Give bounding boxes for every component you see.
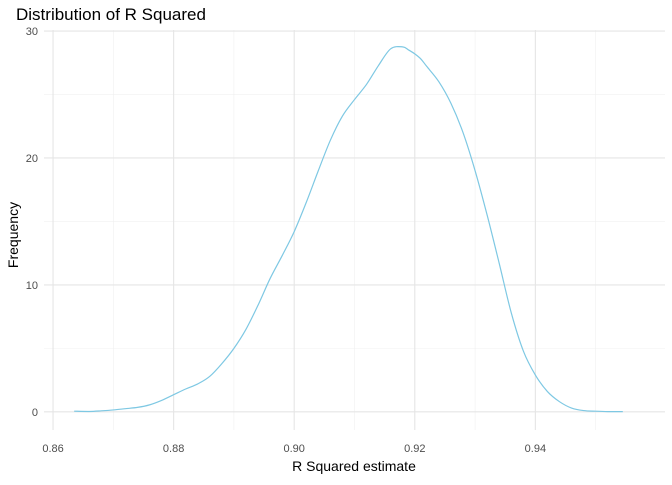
x-tick-label: 0.86 [42,443,63,455]
y-tick-label: 20 [26,153,38,165]
major-gridlines [44,30,665,430]
x-tick-label: 0.88 [163,443,184,455]
y-axis-label: Frequency [5,202,21,268]
density-curve [74,45,623,413]
chart-title: Distribution of R Squared [16,5,206,24]
y-axis-ticks: 0 10 20 30 [26,26,38,419]
y-tick-label: 30 [26,26,38,38]
x-axis-label: R Squared estimate [292,458,416,474]
x-axis-ticks: 0.86 0.88 0.90 0.92 0.94 [42,443,546,455]
minor-gridlines [44,30,665,430]
x-tick-label: 0.92 [404,443,425,455]
x-tick-label: 0.94 [525,443,546,455]
series-layer [74,45,623,413]
y-tick-label: 10 [26,280,38,292]
y-tick-label: 0 [32,407,38,419]
x-tick-label: 0.90 [283,443,304,455]
